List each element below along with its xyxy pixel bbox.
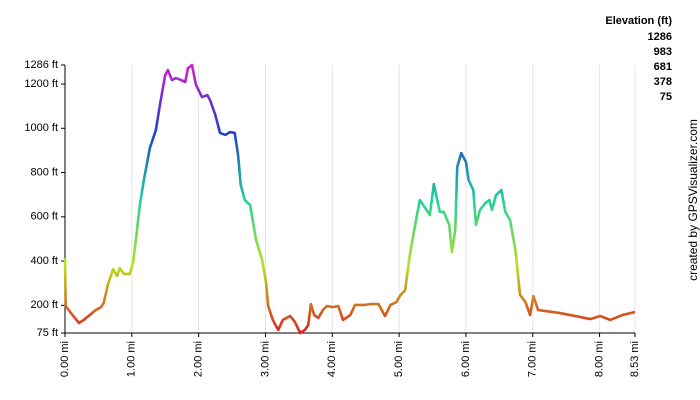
y-tick-label: 200 ft [30,299,58,311]
x-tick-label: 8.00 mi [593,341,605,377]
y-tick-label: 400 ft [30,255,58,267]
y-tick-label: 1000 ft [24,122,58,134]
elevation-line [63,63,636,335]
legend-value: 378 [654,76,672,88]
y-tick-label: 75 ft [37,327,58,339]
y-tick-label: 1286 ft [24,59,58,71]
x-tick-label: 6.00 mi [460,341,472,377]
legend-title: Elevation (ft) [605,15,672,27]
legend-value: 681 [654,61,672,73]
x-tick-label: 0.00 mi [59,341,71,377]
x-tick-label: 4.00 mi [326,341,338,377]
credit: created by GPSVisualizer.com [686,119,700,281]
y-tick-label: 600 ft [30,211,58,223]
x-tick-label: 3.00 mi [259,341,271,377]
y-tick-label: 1200 ft [24,78,58,90]
x-tick-label: 7.00 mi [527,341,539,377]
x-tick-label: 8.53 mi [629,341,641,377]
y-tick-label: 800 ft [30,166,58,178]
x-tick-label: 1.00 mi [126,341,138,377]
x-tick-label: 5.00 mi [393,341,405,377]
legend-value: 75 [660,91,672,103]
legend-value: 1286 [648,31,672,43]
legend-value: 983 [654,46,672,58]
x-tick-label: 2.00 mi [193,341,205,377]
